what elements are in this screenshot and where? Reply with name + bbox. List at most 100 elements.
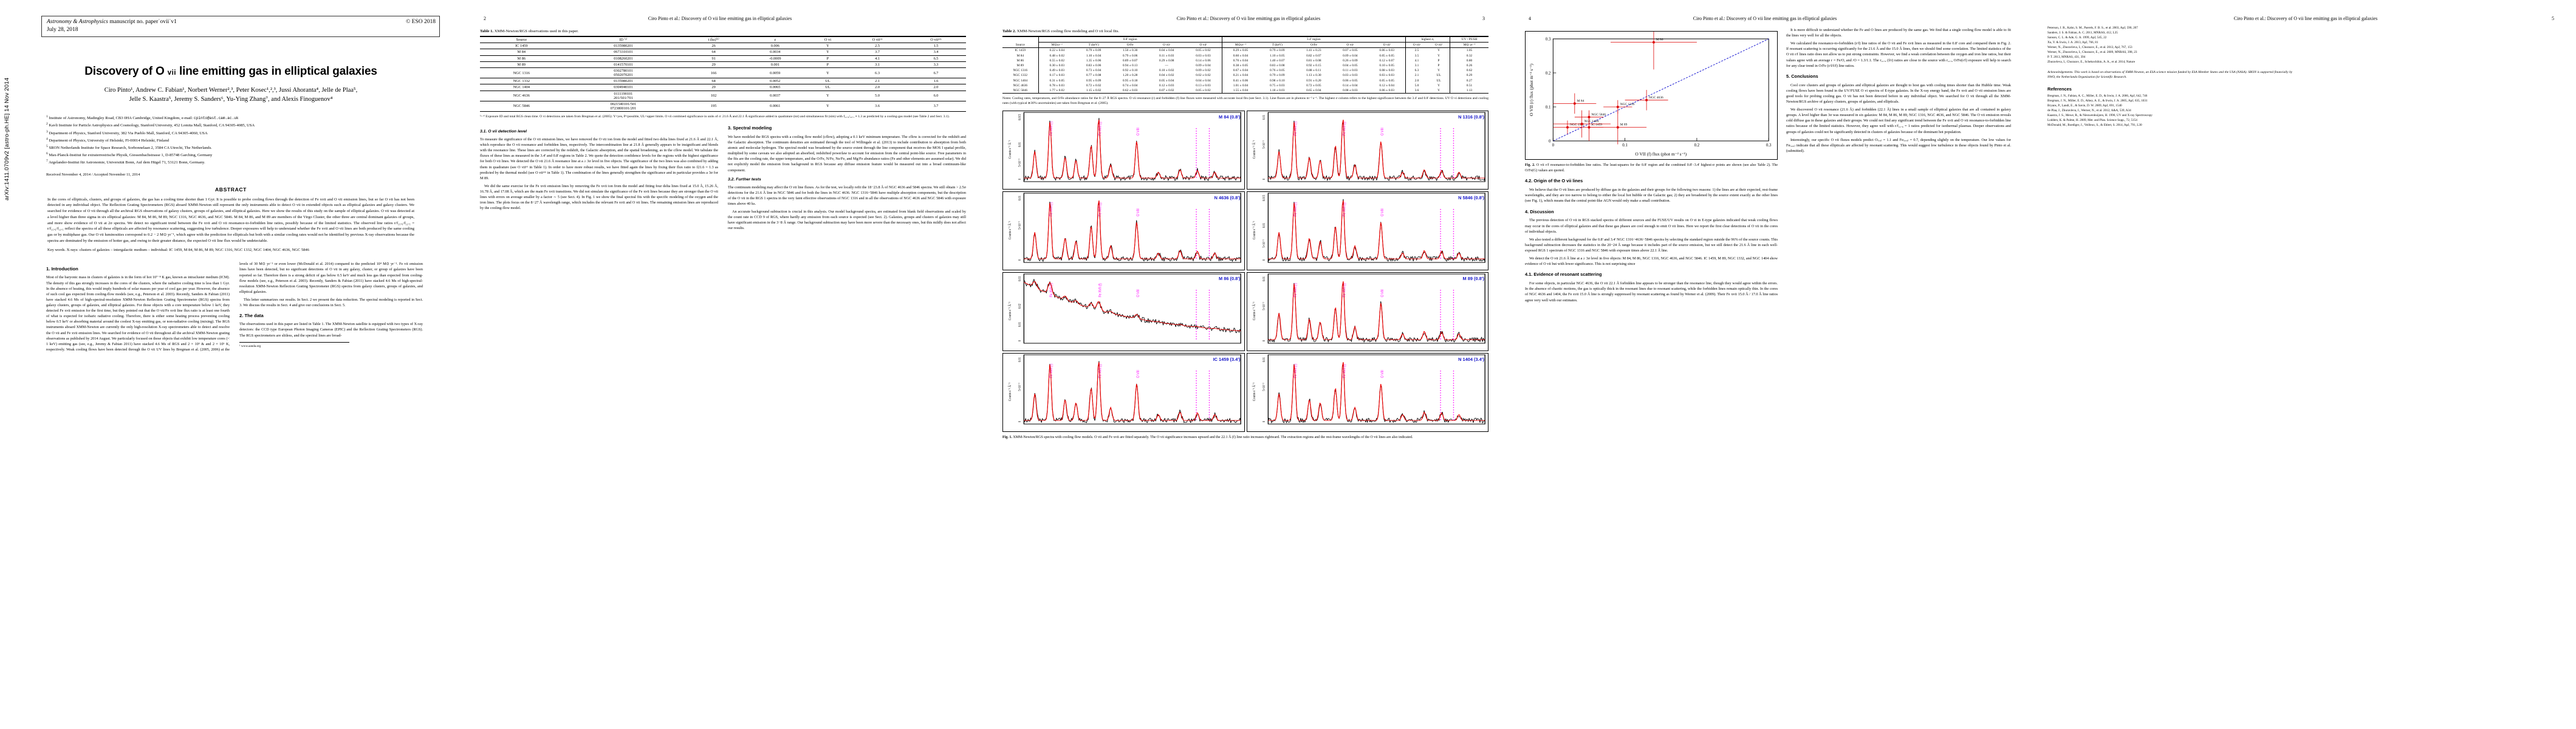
- table-cell: 0.79 ± 0.09: [1270, 74, 1285, 78]
- reference-item: Kaastra, J. S., Mewe, R., & Nieuwenhuijz…: [2047, 113, 2153, 117]
- svg-text:Counts s⁻¹ Å⁻¹: Counts s⁻¹ Å⁻¹: [1251, 221, 1256, 240]
- table-cell: 0.09 ± 0.02: [1196, 69, 1211, 73]
- svg-text:NGC 1332: NGC 1332: [1570, 123, 1584, 127]
- section-heading: 4.2. Origin of the O vii lines: [1525, 178, 1583, 184]
- affiliation-item: 6 Max-Planck-Institut fur extraterrestri…: [46, 152, 213, 158]
- panel-label: N 4636 (0.8'): [1214, 195, 1241, 201]
- table-cell: M 86: [480, 55, 563, 62]
- th: ID ⁽ᵃ⁾: [563, 36, 684, 44]
- table-cell: NGC 4636: [1013, 83, 1028, 87]
- running-head: 4 Ciro Pinto et al.: Discovery of O vii …: [1525, 16, 2011, 21]
- table-cell: 0.26 ± 0.09: [1343, 58, 1358, 63]
- table-row: NGC 1316 0302780101 0502070201 166 0.0059 Y 6.…: [480, 67, 966, 78]
- page-1: arXiv:1411.0709v2 [astro-ph.HE] 14 Nov 2…: [0, 0, 462, 729]
- svg-text:0.01: 0.01: [1262, 115, 1266, 120]
- svg-text:Fe XVII (r): Fe XVII (r): [1050, 202, 1054, 216]
- spectrum-panel: Fe XVII (r) Fe XVII (f) O VIII Counts s⁻¹ …: [1002, 353, 1245, 433]
- table-row: NGC 1404 0304940101 29 0.0065 UL 2.0 2.0: [480, 84, 966, 91]
- ms-date: July 28, 2018: [47, 26, 78, 33]
- table-cell: P: [806, 61, 849, 68]
- received-line: Received November 4, 2014 / Accepted Nov…: [46, 172, 140, 177]
- panel-label: N 5846 (0.8'): [1458, 195, 1484, 201]
- table-cell: P: [1437, 64, 1440, 68]
- table-cell: 0135980201: [563, 78, 684, 84]
- table-cell: 1.50 ± 0.30: [1112, 47, 1149, 53]
- table-cell: 0.78 ± 0.03: [1038, 83, 1076, 88]
- table-cell: 1.40 ± 0.07: [1270, 58, 1285, 63]
- svg-text:M 84: M 84: [1577, 99, 1584, 103]
- spectrum-panel: Fe XVII (r) Fe XVII (f) O VIII Counts s⁻¹ …: [1246, 272, 1488, 352]
- svg-text:0.015: 0.015: [1262, 195, 1266, 202]
- table2-caption-label: Table 2.: [1002, 29, 1016, 33]
- table-cell: 0.80: [1450, 58, 1488, 63]
- reference-item: Sanders, J. S. & Fabian, A. C. 2011, MNR…: [2047, 30, 2118, 35]
- svg-text:Fe XVII (r): Fe XVII (r): [1050, 364, 1054, 378]
- svg-text:0.2: 0.2: [1546, 70, 1551, 75]
- table-cell: 0.05 ± 0.05: [1379, 78, 1394, 83]
- table-cell: 0.32: [1450, 53, 1488, 58]
- th: O/Fe: [1126, 43, 1134, 47]
- page1-body: 1. Introduction Most of the baryonic mas…: [18, 261, 444, 352]
- affiliations: 1 Institute of Astronomy, Madingley Road…: [18, 114, 444, 166]
- running-title: Ciro Pinto et al.: Discovery of O vii li…: [2233, 16, 2378, 21]
- svg-text:0.1: 0.1: [1622, 143, 1628, 148]
- table-cell: 1.10 ± 0.05: [1270, 53, 1285, 58]
- running-title: Ciro Pinto et al.: Discovery of O vii li…: [1176, 16, 1321, 21]
- table1-caption-text: XMM-Newton/RGS observations used in this…: [493, 29, 579, 33]
- table-cell: 102: [683, 90, 744, 101]
- svg-text:O VIII: O VIII: [1136, 128, 1140, 135]
- references-heading: References: [2047, 86, 2072, 92]
- table-cell: 2.0: [906, 84, 966, 91]
- table-cell: 3.7: [906, 100, 966, 112]
- paragraph: Most of the baryonic mass in clusters of…: [46, 262, 423, 352]
- title-part-1: Discovery of O: [84, 64, 168, 78]
- table-cell: 0.82 ± 0.07: [1306, 53, 1321, 58]
- table-cell: 0.89 ± 0.07: [1122, 58, 1138, 63]
- table2-notes: Notes: Cooling rates, temperatures, and …: [1002, 97, 1488, 106]
- table-cell: Y: [806, 67, 849, 78]
- table-cell: NGC 5846: [1002, 87, 1039, 94]
- figure1-caption-label: Fig. 1.: [1002, 436, 1012, 440]
- affiliation-item: 4 Department of Physics, University of H…: [46, 137, 170, 143]
- table-cell: 0.14 ± 0.04: [1343, 83, 1358, 87]
- table-cell: Y: [1437, 83, 1440, 87]
- table-row: IC 1459 0135980201 26 0.006 Y 2.5 1.5: [480, 43, 966, 49]
- table-cell: 6.5: [906, 55, 966, 62]
- section-heading: 4.1. Evidence of resonant scattering: [1525, 272, 1602, 278]
- table-cell: 0.05 ± 0.02: [1185, 47, 1222, 53]
- table-cell: 0.02 ± 0.02: [1196, 74, 1211, 78]
- svg-text:Fe XVII (f): Fe XVII (f): [1098, 284, 1103, 298]
- table-cell: 3.5: [1405, 53, 1428, 58]
- svg-text:0: 0: [1018, 340, 1023, 342]
- section-heading: 5. Conclusions: [1786, 73, 1818, 79]
- affiliation-item: 1 Institute of Astronomy, Madingley Road…: [46, 115, 239, 121]
- th-group: highest σᵣ: [1405, 36, 1450, 43]
- svg-text:Fe XVII (r): Fe XVII (r): [1293, 283, 1298, 297]
- table-cell: 0.77 ± 0.08: [1086, 74, 1101, 78]
- table-cell: 0.12 ± 0.03: [1159, 83, 1174, 87]
- spectrum-panel: Fe XVII (r) Fe XVII (f) O VIII Counts s⁻¹ …: [1002, 111, 1245, 190]
- table-cell: 0.74 ± 0.04: [1122, 83, 1138, 87]
- acknowledgements: Acknowledgements. This work is based on …: [2047, 70, 2293, 79]
- svg-text:Counts s⁻¹ Å⁻¹: Counts s⁻¹ Å⁻¹: [1251, 140, 1256, 159]
- table-cell: 0.98 ± 0.10: [1270, 78, 1285, 83]
- table-cell: 6.0: [906, 90, 966, 101]
- table-row: M 86 0108260201 91 -0.0009 P 4.1 6.5: [480, 55, 966, 62]
- table-cell: 2.1: [1405, 73, 1428, 78]
- svg-text:Fe XVII (f): Fe XVII (f): [1098, 203, 1103, 217]
- table-cell: 1.05: [1450, 47, 1488, 53]
- spectrum-panel: Fe XVII (r) Fe XVII (f) O VIII Counts s⁻¹ …: [1246, 353, 1488, 433]
- table-cell: 1.20 ± 0.28: [1122, 74, 1138, 78]
- footnote: ¹ www.aanda.org: [239, 341, 350, 349]
- table-cell: 0673310101: [563, 49, 684, 56]
- reference-item: Sanson, C. L. & Ade, G. A. 1999, ApJ, 54…: [2047, 35, 2107, 39]
- table-cell: 26: [683, 43, 744, 49]
- table-cell: 0.05 ± 0.04: [1159, 78, 1174, 83]
- svg-text:O VIII: O VIII: [1380, 208, 1385, 216]
- folio: 4: [1529, 16, 1531, 21]
- table-cell: NGC 1316: [480, 67, 563, 78]
- svg-text:Counts s⁻¹ Å⁻¹: Counts s⁻¹ Å⁻¹: [1007, 140, 1012, 159]
- svg-text:Counts s⁻¹ Å⁻¹: Counts s⁻¹ Å⁻¹: [1251, 302, 1256, 321]
- table-cell: Y: [1437, 53, 1440, 58]
- affiliation-item: 2 Kavli Institute for Particle Astrophys…: [46, 122, 255, 128]
